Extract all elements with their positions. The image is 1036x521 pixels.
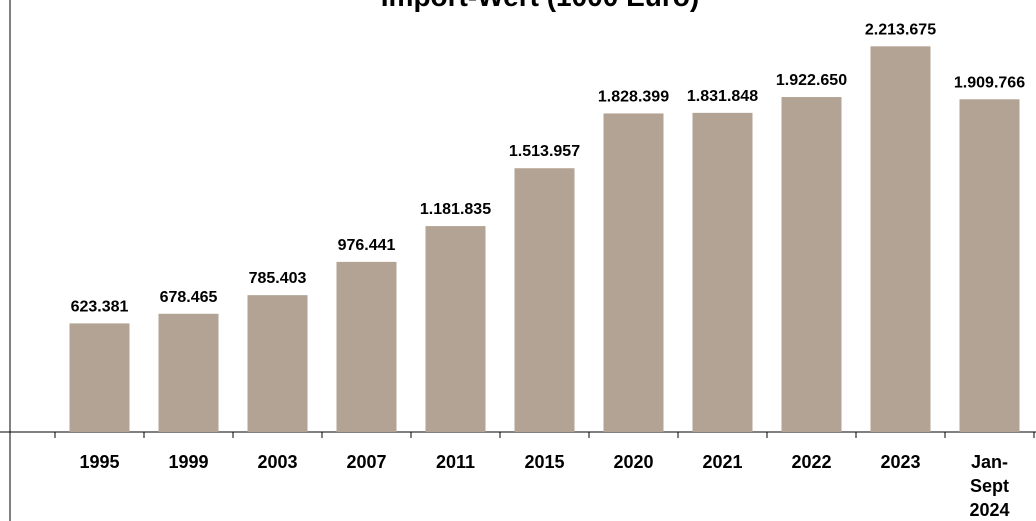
bar — [158, 313, 219, 432]
bar — [781, 97, 842, 432]
bar — [603, 113, 664, 432]
bar-value-label: 1.831.848 — [687, 88, 758, 105]
bar-value-label: 1.828.399 — [598, 88, 669, 105]
x-tick-label: 1995 — [79, 452, 119, 472]
x-tick-label: 2003 — [257, 452, 297, 472]
bar — [959, 99, 1020, 433]
x-tick-labels-group: 1995 1999 2003 2007 2011 2015 2020 2021 2022 2023… — [79, 452, 1009, 520]
chart-title: Import-Wert (1000 Euro) — [381, 0, 699, 12]
bar — [247, 295, 308, 432]
bar-value-label: 1.513.957 — [509, 143, 580, 160]
bar-value-label: 1.909.766 — [954, 74, 1025, 91]
bar — [514, 168, 575, 432]
x-tick-label: 2007 — [346, 452, 386, 472]
x-tick-label: 2020 — [613, 452, 653, 472]
x-tick-label: 2015 — [524, 452, 564, 472]
x-tick-label: 2023 — [880, 452, 920, 472]
x-ticks-group — [54, 432, 1035, 438]
x-tick-label: Jan-Sept 2024 — [969, 452, 1009, 520]
x-tick-label: 2011 — [436, 452, 475, 472]
bar — [425, 226, 486, 432]
bar-value-label: 976.441 — [338, 237, 396, 254]
x-tick-label: 1999 — [168, 452, 208, 472]
bar-value-label: 678.465 — [160, 289, 218, 306]
bar-value-label: 1.922.650 — [776, 72, 847, 89]
bars-group — [69, 46, 1020, 433]
x-tick-label: 2021 — [702, 452, 742, 472]
bar — [336, 261, 397, 432]
bar-value-label: 1.181.835 — [420, 201, 491, 218]
x-tick-label: 2022 — [791, 452, 831, 472]
bar — [69, 323, 130, 432]
bar-value-label: 785.403 — [249, 270, 307, 287]
bar — [692, 112, 753, 432]
bar — [870, 46, 931, 433]
bar-value-label: 2.213.675 — [865, 21, 936, 38]
bar-value-label: 623.381 — [71, 298, 129, 315]
value-labels-group: 623.381 678.465 785.403 976.441 1.181.835 1.5… — [71, 21, 1026, 315]
